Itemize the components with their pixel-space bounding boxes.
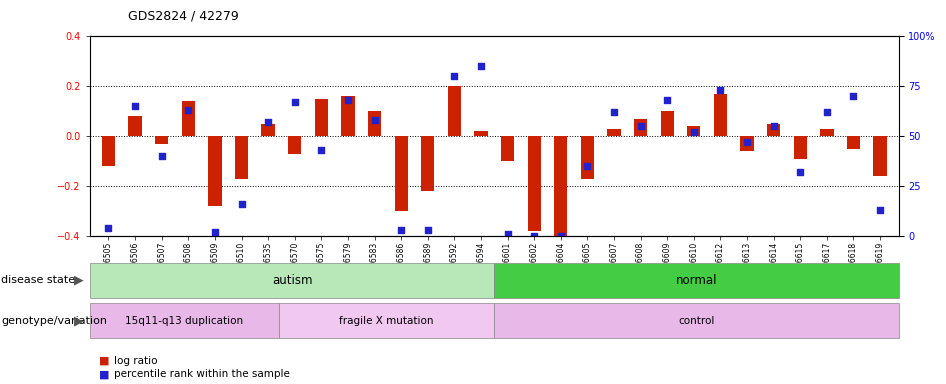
Point <box>500 231 516 237</box>
Point <box>740 139 755 146</box>
Point <box>207 229 222 235</box>
Bar <box>494 263 899 298</box>
Point <box>288 99 303 106</box>
Text: ▶: ▶ <box>74 314 83 327</box>
Text: percentile rank within the sample: percentile rank within the sample <box>114 369 289 379</box>
Bar <box>90 303 278 338</box>
Bar <box>155 136 168 144</box>
Bar <box>474 131 487 136</box>
Bar <box>261 124 274 136</box>
Text: autism: autism <box>272 274 312 287</box>
Bar <box>368 111 381 136</box>
Point <box>553 233 569 239</box>
Bar <box>394 136 408 211</box>
Point <box>101 225 116 231</box>
Point <box>181 107 196 113</box>
Point <box>580 163 595 169</box>
Bar <box>581 136 594 179</box>
Point <box>819 109 834 116</box>
Text: ■: ■ <box>99 369 110 379</box>
Bar <box>289 136 302 154</box>
Point <box>872 207 887 213</box>
Bar <box>182 101 195 136</box>
Bar <box>741 136 754 151</box>
Point <box>314 147 329 153</box>
Point <box>260 119 275 126</box>
Point <box>686 129 701 136</box>
Bar <box>634 119 647 136</box>
Point <box>420 227 435 233</box>
Bar <box>687 126 700 136</box>
Bar <box>820 129 833 136</box>
Point <box>606 109 622 116</box>
Bar <box>554 136 568 236</box>
Point <box>341 97 356 103</box>
Bar <box>607 129 621 136</box>
Bar <box>129 116 142 136</box>
Bar <box>421 136 434 191</box>
Bar <box>494 303 899 338</box>
Bar <box>235 136 248 179</box>
Point <box>793 169 808 175</box>
Point <box>713 87 728 93</box>
Bar <box>102 136 115 166</box>
Point <box>154 153 169 159</box>
Point <box>234 201 249 207</box>
Bar <box>873 136 886 176</box>
Bar <box>794 136 807 159</box>
Bar <box>660 111 674 136</box>
Bar <box>847 136 860 149</box>
Text: log ratio: log ratio <box>114 356 157 366</box>
Point <box>527 233 542 239</box>
Point <box>128 103 143 109</box>
Bar <box>278 303 494 338</box>
Bar <box>767 124 780 136</box>
Text: ■: ■ <box>99 356 110 366</box>
Point <box>367 117 382 123</box>
Text: ▶: ▶ <box>74 274 83 287</box>
Text: normal: normal <box>675 274 717 287</box>
Bar <box>90 263 494 298</box>
Point <box>633 123 648 129</box>
Text: 15q11-q13 duplication: 15q11-q13 duplication <box>125 316 243 326</box>
Point <box>473 63 488 70</box>
Bar <box>501 136 515 161</box>
Bar <box>447 86 461 136</box>
Bar <box>208 136 221 206</box>
Bar <box>714 94 727 136</box>
Point <box>766 123 781 129</box>
Bar <box>342 96 355 136</box>
Point <box>447 73 462 79</box>
Point <box>846 93 861 99</box>
Bar <box>315 99 328 136</box>
Text: genotype/variation: genotype/variation <box>1 316 107 326</box>
Point <box>659 97 674 103</box>
Text: disease state: disease state <box>1 275 75 285</box>
Point <box>394 227 409 233</box>
Text: fragile X mutation: fragile X mutation <box>340 316 433 326</box>
Text: GDS2824 / 42279: GDS2824 / 42279 <box>128 10 238 23</box>
Text: control: control <box>678 316 714 326</box>
Bar <box>528 136 541 231</box>
